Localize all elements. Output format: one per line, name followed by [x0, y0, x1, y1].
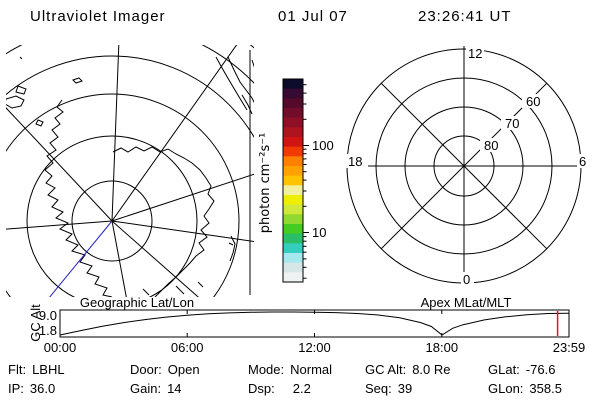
- header-time: 23:26:41 UT: [418, 8, 512, 25]
- colorbar-tick-label-100: 100: [312, 138, 334, 153]
- status-gc-alt-value: 8.0 Re: [412, 362, 451, 377]
- strip-ytick-bottom: 1.8: [39, 323, 57, 338]
- page-title: Ultraviolet Imager: [30, 8, 166, 25]
- mlat-ring-label-80: 80: [484, 138, 498, 153]
- status-glon-label: GLon:: [488, 381, 524, 396]
- coastline: [6, 56, 254, 297]
- map-caption: Geographic Lat/Lon: [80, 295, 194, 310]
- spacecraft-track-line: [49, 220, 113, 297]
- strip-ylabel: GC Alt: [28, 304, 43, 342]
- strip-chart-axis-ticks: [186, 310, 443, 337]
- mlat-ring-label-70: 70: [505, 116, 519, 131]
- mlt-spokes: [347, 46, 581, 286]
- status-dsp: Dsp: 2.2: [248, 381, 311, 396]
- status-seq: Seq: 39: [365, 381, 412, 396]
- status-gain: Gain: 14: [130, 381, 182, 396]
- strip-chart-frame: [59, 309, 570, 338]
- status-door-value: Open: [167, 362, 200, 377]
- status-filter: Flt: LBHL: [8, 362, 65, 377]
- status-dsp-value: 2.2: [292, 381, 311, 396]
- strip-xtick-1200: 12:00: [298, 340, 331, 355]
- colorbar-ticks: [303, 84, 309, 279]
- status-door-label: Door:: [130, 362, 162, 377]
- status-mode: Mode: Normal: [248, 362, 332, 377]
- polar-caption: Apex MLat/MLT: [421, 295, 512, 310]
- status-dsp-label: Dsp:: [248, 381, 275, 396]
- status-glon: GLon: 358.5: [488, 381, 562, 396]
- mlt-label-18: 18: [348, 154, 362, 169]
- strip-xtick-0600: 06:00: [171, 340, 204, 355]
- colorbar: 100 10 photon cm⁻²s⁻¹: [258, 78, 334, 283]
- status-door: Door: Open: [130, 362, 200, 377]
- status-gain-label: Gain:: [130, 381, 162, 396]
- colorbar-swatches: [283, 79, 303, 283]
- status-glon-value: 358.5: [529, 381, 562, 396]
- strip-xtick-1800: 18:00: [426, 340, 459, 355]
- orbit-altitude-curve: [59, 311, 570, 336]
- mlat-mlt-polar-plot: 12 18 6 0 60 70 80: [345, 46, 590, 287]
- colorbar-tick-label-10: 10: [312, 225, 326, 240]
- polar-label-masks: [345, 46, 590, 286]
- gc-alt-strip-chart: GC Alt 9.0 1.8 00:00 06:00 12:00 18:00 2…: [28, 304, 585, 355]
- mlt-label-6: 6: [579, 154, 586, 169]
- header-date: 01 Jul 07: [278, 8, 348, 25]
- strip-xtick-0000: 00:00: [44, 340, 77, 355]
- mlat-ring-label-60: 60: [526, 94, 540, 109]
- strip-ytick-top: 9.0: [39, 308, 57, 323]
- geographic-map: [6, 45, 254, 297]
- status-gc-alt: GC Alt: 8.0 Re: [365, 362, 451, 377]
- status-mode-label: Mode:: [248, 362, 285, 377]
- status-mode-value: Normal: [290, 362, 333, 377]
- status-filter-label: Flt:: [8, 362, 27, 377]
- mlt-label-0: 0: [463, 272, 470, 287]
- status-gain-value: 14: [167, 381, 182, 396]
- status-seq-label: Seq:: [365, 381, 392, 396]
- status-seq-value: 39: [397, 381, 413, 396]
- status-ip-value: 36.0: [29, 381, 56, 396]
- status-glat-label: GLat:: [488, 362, 520, 377]
- strip-xtick-2359: 23:59: [553, 340, 586, 355]
- status-glat: GLat: -76.6: [488, 362, 555, 377]
- status-gc-alt-label: GC Alt:: [365, 362, 407, 377]
- status-ip: IP: 36.0: [8, 381, 55, 396]
- status-filter-value: LBHL: [32, 362, 65, 377]
- colorbar-unit-label: photon cm⁻²s⁻¹: [258, 133, 273, 234]
- status-glat-value: -76.6: [525, 362, 556, 377]
- meridian-grid-lines: [6, 45, 254, 297]
- mlt-label-12: 12: [468, 46, 482, 61]
- latitude-grid-circles: [6, 45, 254, 297]
- status-ip-label: IP:: [8, 381, 24, 396]
